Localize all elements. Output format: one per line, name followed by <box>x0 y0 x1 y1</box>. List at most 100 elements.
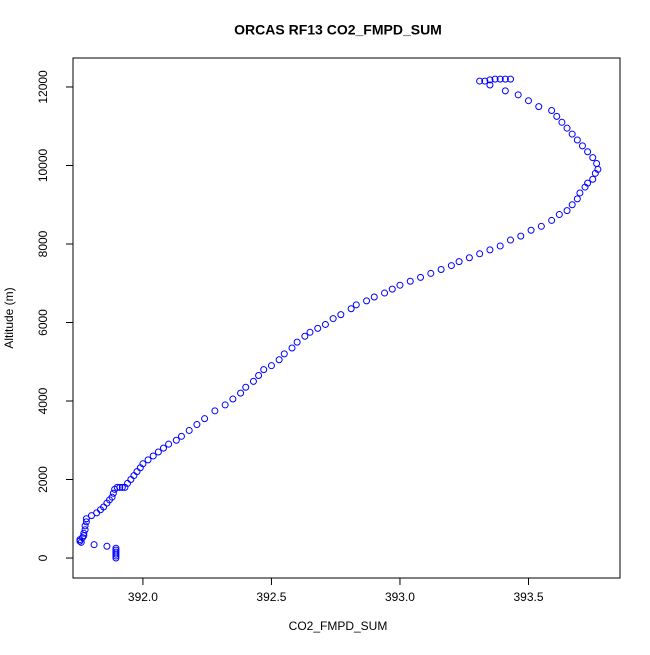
x-axis-label: CO2_FMPD_SUM <box>289 619 388 633</box>
point <box>576 189 584 197</box>
point <box>501 87 509 95</box>
point <box>481 77 489 85</box>
y-tick-label: 0 <box>36 554 50 561</box>
point <box>249 377 257 385</box>
point <box>237 389 245 397</box>
point <box>352 301 360 309</box>
point <box>548 216 556 224</box>
point <box>81 522 89 530</box>
point <box>548 107 556 115</box>
point <box>306 328 314 336</box>
point <box>514 91 522 99</box>
point <box>139 460 147 468</box>
point <box>396 281 404 289</box>
point <box>193 421 201 429</box>
point <box>185 426 193 434</box>
point <box>280 350 288 358</box>
point <box>288 344 296 352</box>
point <box>455 258 463 266</box>
point <box>584 148 592 156</box>
point <box>370 293 378 301</box>
point <box>103 542 111 550</box>
point <box>201 415 209 423</box>
point <box>165 440 173 448</box>
y-tick-label: 8000 <box>36 230 50 257</box>
point <box>112 546 120 554</box>
chart-title: ORCAS RF13 CO2_FMPD_SUM <box>234 22 442 38</box>
point <box>427 269 435 277</box>
y-tick-label: 12000 <box>36 70 50 104</box>
point <box>275 356 283 364</box>
point <box>177 432 185 440</box>
point <box>314 324 322 332</box>
point <box>517 232 525 240</box>
point <box>506 236 514 244</box>
point <box>553 112 561 120</box>
y-tick-label: 6000 <box>36 309 50 336</box>
point <box>501 75 509 83</box>
point <box>242 383 250 391</box>
point <box>347 305 355 313</box>
point <box>108 493 116 501</box>
point <box>476 250 484 258</box>
point <box>573 195 581 203</box>
point <box>563 207 571 215</box>
x-tick-label: 393.0 <box>385 590 415 604</box>
point <box>172 436 180 444</box>
point <box>381 289 389 297</box>
point <box>524 97 532 105</box>
point <box>144 456 152 464</box>
point <box>149 452 157 460</box>
point <box>109 489 117 497</box>
point <box>82 515 90 523</box>
y-tick-label: 4000 <box>36 387 50 414</box>
point <box>447 262 455 270</box>
point <box>118 483 126 491</box>
point <box>496 75 504 83</box>
point <box>337 311 345 319</box>
point <box>437 266 445 274</box>
point <box>486 81 494 89</box>
point <box>417 273 425 281</box>
point <box>584 179 592 187</box>
y-tick-label: 2000 <box>36 466 50 493</box>
point <box>93 509 101 517</box>
point <box>363 297 371 305</box>
point <box>573 136 581 144</box>
point <box>568 201 576 209</box>
point <box>486 246 494 254</box>
point <box>555 211 563 219</box>
point <box>406 277 414 285</box>
x-tick-label: 392.0 <box>128 590 158 604</box>
point <box>527 226 535 234</box>
point <box>506 75 514 83</box>
point <box>496 242 504 250</box>
plot-box <box>72 57 621 579</box>
point <box>558 118 566 126</box>
point <box>116 483 124 491</box>
point <box>133 468 141 476</box>
y-axis-label: Altitude (m) <box>2 287 16 348</box>
point <box>465 254 473 262</box>
point <box>81 526 89 534</box>
point <box>388 285 396 293</box>
point <box>154 448 162 456</box>
point <box>321 320 329 328</box>
point <box>491 75 499 83</box>
x-tick-label: 393.5 <box>513 590 543 604</box>
point <box>593 160 601 168</box>
point <box>301 332 309 340</box>
point <box>229 395 237 403</box>
point <box>82 518 90 526</box>
point <box>159 444 167 452</box>
point <box>535 103 543 111</box>
point <box>589 154 597 162</box>
point <box>568 130 576 138</box>
point <box>563 124 571 132</box>
point <box>90 541 98 549</box>
point <box>130 472 138 480</box>
point <box>113 483 121 491</box>
point <box>293 338 301 346</box>
